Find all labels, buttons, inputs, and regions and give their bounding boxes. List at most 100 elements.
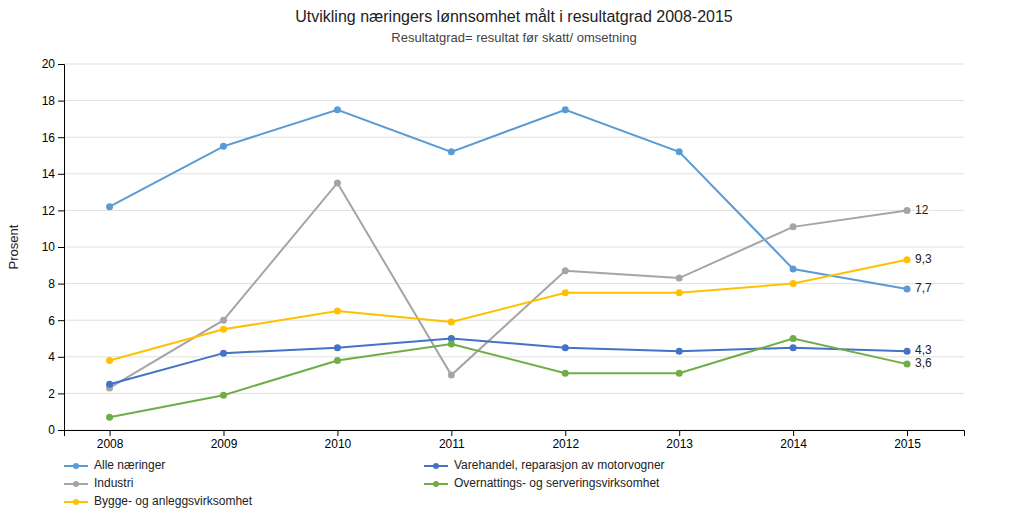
series-point (106, 414, 113, 421)
series-point (676, 148, 683, 155)
legend-item: Industri (64, 476, 133, 490)
series-point (220, 326, 227, 333)
series-point (676, 370, 683, 377)
series-point (220, 392, 227, 399)
x-tick-mark (907, 430, 908, 436)
x-tick: 2012 (552, 430, 579, 451)
series-point (106, 381, 113, 388)
series-point (790, 223, 797, 230)
legend-marker (433, 481, 439, 487)
y-tick: 0 (48, 423, 64, 437)
series-point (676, 289, 683, 296)
series-point (562, 289, 569, 296)
x-tick: 2010 (325, 430, 352, 451)
grid-line (64, 356, 964, 357)
x-axis: 2008 2009 2010 2011 2012 2013 2014 2015 (65, 430, 965, 451)
x-tick-mark (451, 430, 452, 436)
grid-line (64, 247, 964, 248)
series-point (790, 280, 797, 287)
y-tick-mark (58, 64, 64, 65)
subtitle: Resultatgrad= resultat før skatt/ omsetn… (391, 30, 636, 45)
legend: Alle næringerIndustriBygge- og anleggsvi… (64, 458, 665, 508)
value-label: 12 (915, 203, 929, 217)
y-tick-label: 10 (42, 240, 56, 254)
grid-line (64, 173, 964, 174)
y-tick-mark (58, 137, 64, 138)
legend-label: Industri (94, 476, 133, 490)
legend-item: Bygge- og anleggsvirksomhet (64, 494, 253, 508)
legend-label: Varehandel, reparasjon av motorvogner (454, 458, 665, 472)
series-point (106, 357, 113, 364)
y-tick: 18 (42, 94, 64, 108)
series-point (904, 286, 911, 293)
series-point (562, 267, 569, 274)
legend-label: Bygge- og anleggsvirksomhet (94, 494, 253, 508)
series-point (448, 340, 455, 347)
grid-line (64, 320, 964, 321)
y-tick-label: 18 (42, 94, 56, 108)
series-point (448, 148, 455, 155)
y-tick-label: 16 (42, 131, 56, 145)
series-point (562, 344, 569, 351)
series-point (904, 361, 911, 368)
series-point (790, 344, 797, 351)
value-labels: 7,7129,34,33,6 (915, 203, 932, 371)
series-point (106, 203, 113, 210)
series-point (904, 256, 911, 263)
x-axis-line (65, 431, 965, 437)
x-tick: 2015 (894, 430, 921, 451)
series-point (676, 275, 683, 282)
grid-line (64, 100, 964, 101)
x-tick-label: 2008 (97, 437, 124, 451)
grid-line (64, 137, 964, 138)
x-tick-label: 2012 (552, 437, 579, 451)
x-tick-mark (223, 430, 224, 436)
x-tick-label: 2009 (211, 437, 238, 451)
x-tick-label: 2010 (325, 437, 352, 451)
series-point (334, 344, 341, 351)
y-tick: 10 (42, 240, 64, 254)
series-point (220, 350, 227, 357)
value-label: 9,3 (915, 252, 932, 266)
y-tick-mark (58, 357, 64, 358)
series-point (676, 348, 683, 355)
series-line (110, 110, 907, 289)
series-point (904, 348, 911, 355)
y-tick: 4 (48, 350, 64, 364)
x-tick-label: 2011 (439, 437, 465, 451)
series-point (220, 143, 227, 150)
y-tick-label: 2 (48, 387, 55, 401)
series-point (334, 308, 341, 315)
series-group (106, 106, 910, 420)
y-tick-label: 4 (48, 350, 55, 364)
x-tick: 2008 (97, 430, 124, 451)
y-tick-mark (58, 101, 64, 102)
series-point (220, 317, 227, 324)
y-tick-mark (58, 174, 64, 175)
y-axis: 02468101214161820 (42, 57, 65, 437)
grid-line (64, 283, 964, 284)
grid-line (64, 210, 964, 211)
y-tick-label: 12 (42, 204, 56, 218)
series-point (448, 372, 455, 379)
x-tick: 2014 (780, 430, 807, 451)
legend-marker (73, 481, 79, 487)
grid-line (64, 393, 964, 394)
series-point (334, 357, 341, 364)
x-tick: 2011 (439, 430, 465, 451)
y-tick: 2 (48, 387, 64, 401)
series-point (562, 106, 569, 113)
grid-line (64, 64, 964, 65)
legend-label: Overnattings- og serveringsvirksomhet (454, 476, 660, 490)
x-tick-label: 2013 (666, 437, 693, 451)
y-tick-mark (58, 284, 64, 285)
y-tick-mark (58, 320, 64, 321)
y-tick: 20 (42, 57, 64, 71)
series-line (110, 260, 907, 361)
y-tick-mark (58, 393, 64, 394)
value-label: 7,7 (915, 281, 932, 295)
series-line (110, 339, 907, 385)
x-tick-label: 2015 (894, 437, 921, 451)
x-tick: 2013 (666, 430, 693, 451)
x-tick: 2009 (211, 430, 238, 451)
